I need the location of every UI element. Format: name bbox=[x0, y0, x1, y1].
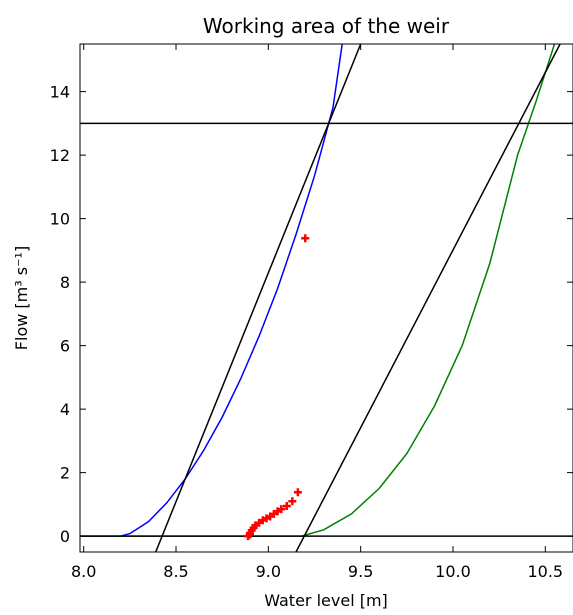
observations-layer bbox=[244, 234, 310, 541]
x-axis-label: Water level [m] bbox=[264, 591, 388, 610]
y-tick-label: 10 bbox=[50, 210, 70, 229]
plot-frame bbox=[79, 43, 573, 553]
black-lines-line-3 bbox=[295, 44, 561, 552]
x-tick-label: 10.0 bbox=[435, 562, 471, 581]
y-tick-label: 2 bbox=[60, 464, 70, 483]
y-tick-label: 8 bbox=[60, 273, 70, 292]
x-tick-label: 9.5 bbox=[348, 562, 373, 581]
x-tick-label: 9.0 bbox=[256, 562, 281, 581]
observation-point bbox=[301, 234, 310, 243]
blue-curve-line-0 bbox=[80, 44, 343, 537]
y-axis-label: Flow [m³ s⁻¹] bbox=[12, 246, 31, 350]
y-tick-label: 4 bbox=[60, 400, 70, 419]
x-tick-label: 8.0 bbox=[71, 562, 96, 581]
y-tick-label: 14 bbox=[50, 83, 70, 102]
y-tick-label: 6 bbox=[60, 337, 70, 356]
x-tick-label: 8.5 bbox=[163, 562, 188, 581]
observation-point bbox=[288, 497, 297, 506]
y-tick-label: 12 bbox=[50, 146, 70, 165]
series-layer bbox=[80, 44, 573, 552]
y-tick-label: 0 bbox=[60, 527, 70, 546]
x-axis: 8.0 8.5 9.0 9.5 10.0 10.5 bbox=[71, 44, 563, 581]
y-axis: 0 2 4 6 8 10 12 14 bbox=[50, 83, 573, 546]
observation-point bbox=[282, 501, 291, 510]
observation-point bbox=[293, 488, 302, 497]
observation-point bbox=[277, 505, 286, 514]
green-curve-line-1 bbox=[80, 44, 556, 537]
chart-title: Working area of the weir bbox=[203, 14, 450, 38]
x-tick-label: 10.5 bbox=[527, 562, 563, 581]
black-lines-line-2 bbox=[155, 44, 362, 552]
